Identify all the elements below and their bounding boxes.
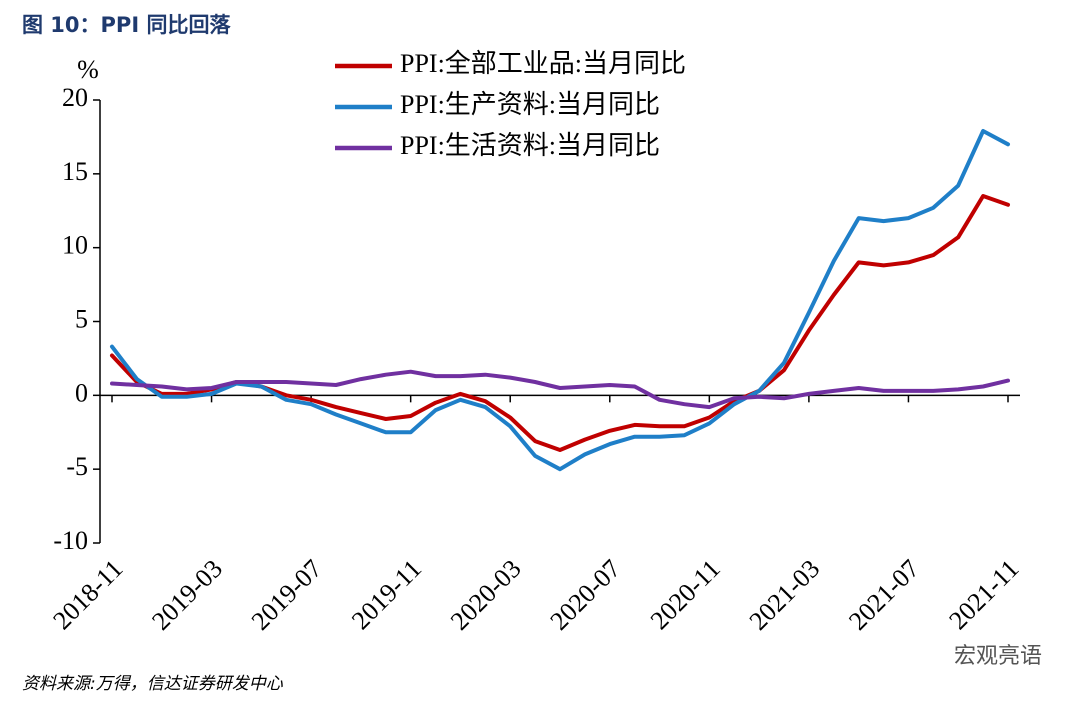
x-tick-label: 2020-03 [445, 554, 527, 636]
y-unit: % [77, 55, 99, 84]
x-tick-label: 2019-11 [346, 554, 427, 635]
x-tick-label: 2019-03 [146, 554, 228, 636]
y-tick-label: 15 [62, 157, 88, 186]
x-tick-label: 2019-07 [246, 554, 328, 636]
y-tick-label: 5 [75, 304, 88, 333]
source: 资料来源:万得，信达证券研发中心 [22, 674, 284, 694]
y-tick-label: 10 [62, 231, 88, 260]
x-tick-label: 2020-07 [544, 554, 626, 636]
y-tick-label: 0 [75, 378, 88, 407]
y-tick-label: 20 [62, 83, 88, 112]
series-line [110, 369, 1010, 410]
x-tick-label: 2021-03 [744, 554, 826, 636]
x-tick-label: 2018-11 [47, 554, 128, 635]
series-line [110, 194, 1010, 452]
x-tick-label: 2021-11 [943, 554, 1024, 635]
series-line [110, 129, 1010, 472]
x-tick-label: 2021-07 [843, 554, 925, 636]
y-tick-label: -5 [66, 452, 88, 481]
legend-label: PPI:全部工业品:当月同比 [400, 49, 686, 78]
watermark: 宏观亮语 [954, 644, 1042, 669]
y-tick-label: -10 [53, 526, 88, 555]
chart-title: 图 10：PPI 同比回落 [22, 13, 231, 37]
legend-label: PPI:生活资料:当月同比 [400, 131, 660, 160]
legend-label: PPI:生产资料:当月同比 [400, 90, 660, 119]
x-tick-label: 2020-11 [645, 554, 726, 635]
